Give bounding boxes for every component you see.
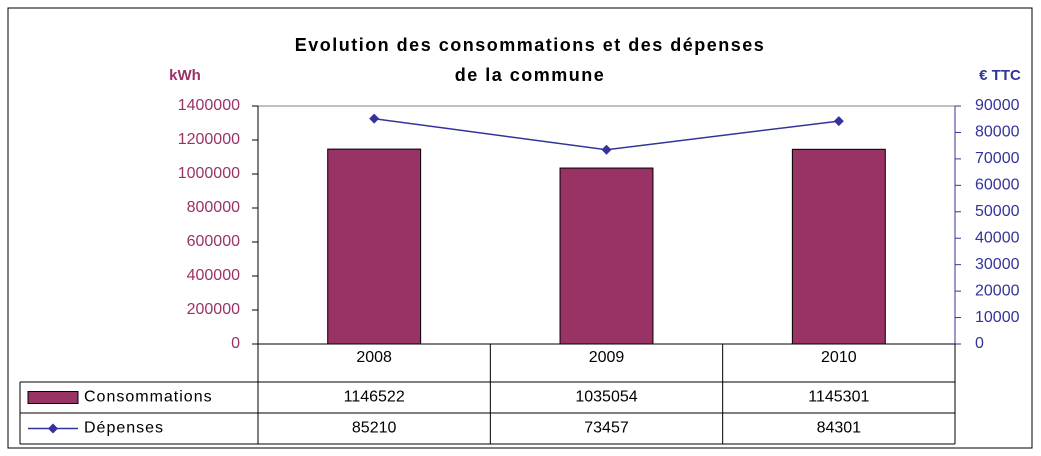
y-axis-label: kWh [169, 67, 201, 84]
y-tick-label: 0 [231, 335, 240, 352]
legend-marker [48, 423, 58, 434]
table-value: 85210 [352, 420, 397, 437]
legend-label: Dépenses [84, 420, 164, 437]
y-tick-label: 200000 [187, 301, 240, 318]
y2-tick-label: 50000 [975, 203, 1020, 220]
y2-tick-label: 40000 [975, 229, 1020, 246]
y2-tick-label: 60000 [975, 177, 1020, 194]
legend-label: Consommations [84, 389, 213, 406]
y2-tick-label: 70000 [975, 150, 1020, 167]
x-tick-label: 2008 [356, 349, 392, 366]
bar [327, 148, 422, 345]
x-tick-label: 2010 [821, 349, 857, 366]
chart-title: Evolution des consommations et des dépen… [294, 35, 766, 85]
y2-axis-label: € TTC [979, 67, 1021, 84]
table-value: 84301 [817, 420, 862, 437]
y2-tick-label: 80000 [975, 124, 1020, 141]
legend-swatch [27, 391, 79, 404]
y-tick-label: 1200000 [178, 131, 240, 148]
y2-tick-label: 30000 [975, 256, 1020, 273]
y2-tick-label: 90000 [975, 97, 1020, 114]
table-value: 1146522 [344, 389, 405, 406]
y-tick-label: 1400000 [178, 97, 240, 114]
y-tick-label: 600000 [187, 233, 240, 250]
y-tick-label: 400000 [187, 267, 240, 284]
y-tick-label: 1000000 [178, 165, 240, 182]
bar [559, 167, 654, 345]
marker [369, 113, 380, 124]
y2-tick-label: 10000 [975, 309, 1020, 326]
marker [601, 144, 612, 155]
x-tick-label: 2009 [589, 349, 625, 366]
y-tick-label: 800000 [187, 199, 240, 216]
table-value: 1145301 [808, 389, 869, 406]
bar [791, 148, 886, 345]
table-value: 1035054 [575, 389, 637, 406]
y2-tick-label: 0 [975, 335, 984, 352]
table-value: 73457 [584, 420, 629, 437]
y2-tick-label: 20000 [975, 282, 1020, 299]
marker [833, 116, 844, 127]
